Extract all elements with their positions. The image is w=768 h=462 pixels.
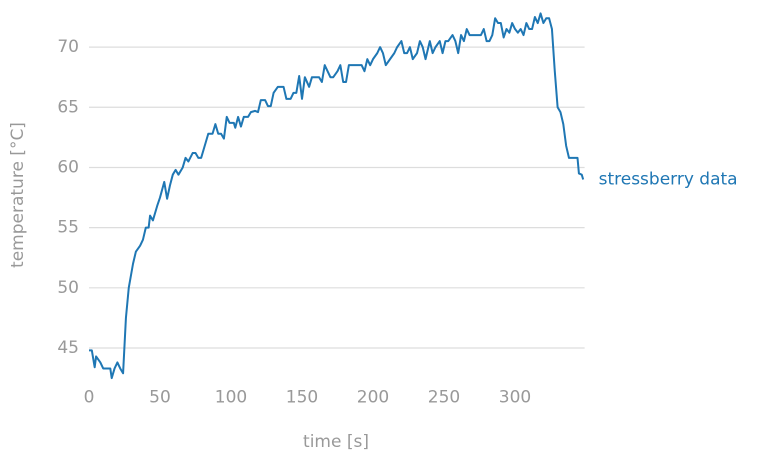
x-tick-label: 0	[84, 388, 95, 408]
y-tick-label: 55	[57, 218, 79, 238]
y-tick-label: 45	[57, 338, 79, 358]
y-tick-label: 70	[57, 37, 79, 57]
x-tick-label: 200	[357, 388, 389, 408]
x-tick-label: 300	[499, 388, 531, 408]
x-tick-label: 250	[428, 388, 460, 408]
x-tick-label: 150	[286, 388, 318, 408]
y-tick-label: 65	[57, 97, 79, 117]
x-tick-label: 100	[215, 388, 247, 408]
series-label: stressberry data	[599, 170, 738, 190]
x-tick-label: 50	[149, 388, 171, 408]
y-tick-label: 50	[57, 278, 79, 298]
y-axis-label: temperature [°C]	[8, 122, 28, 268]
data-line	[89, 12, 585, 380]
x-axis-label: time [s]	[303, 432, 369, 452]
y-tick-label: 60	[57, 157, 79, 177]
